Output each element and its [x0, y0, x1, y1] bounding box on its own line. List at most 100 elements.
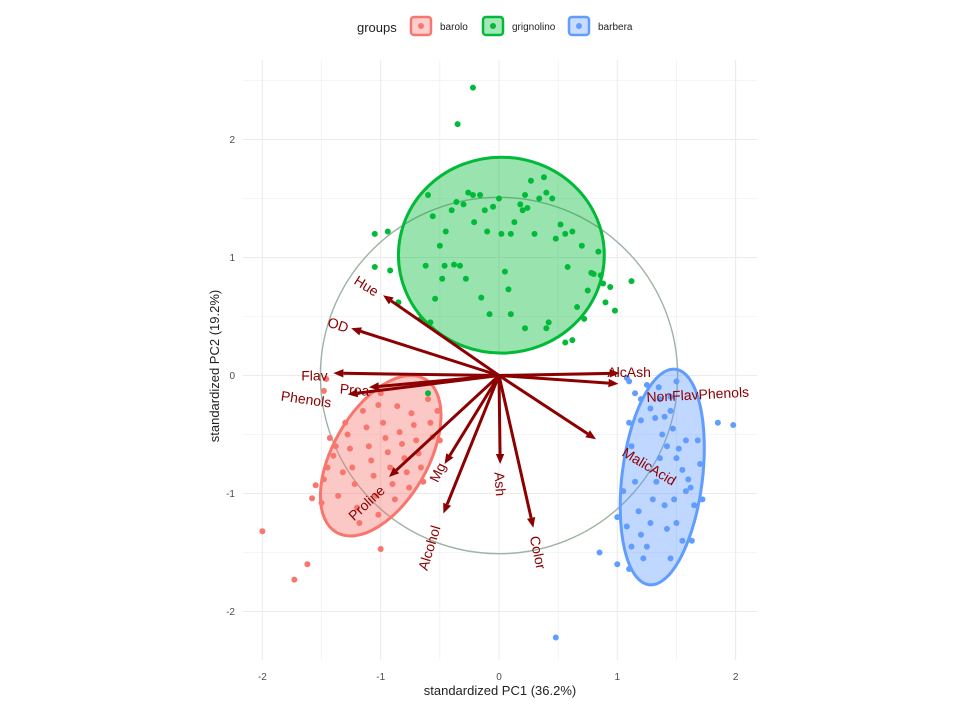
loading-label-color: Color	[527, 534, 550, 570]
point-barolo	[398, 440, 405, 447]
point-barbera	[663, 443, 670, 450]
point-barolo	[406, 484, 413, 491]
point-grignolino	[427, 319, 434, 326]
point-barbera	[661, 413, 668, 420]
loading-arrowhead-proa	[368, 382, 380, 391]
point-barbera	[682, 488, 689, 495]
point-barbera	[635, 508, 642, 515]
point-grignolino	[469, 191, 476, 198]
point-barbera	[632, 390, 639, 397]
legend-label-barolo: barolo	[440, 22, 468, 33]
point-barolo	[351, 481, 358, 488]
point-barbera	[694, 437, 701, 444]
loading-label-od: OD	[326, 314, 351, 336]
y-tick-label: -2	[226, 607, 235, 618]
point-grignolino	[552, 235, 559, 242]
point-grignolino	[522, 191, 529, 198]
point-barolo	[377, 545, 384, 552]
loading-label-flav: Flav	[301, 368, 327, 384]
point-grignolino	[469, 84, 476, 91]
point-barbera	[628, 443, 635, 450]
point-barolo	[339, 469, 346, 476]
point-barolo	[380, 419, 387, 426]
x-tick-label: 1	[615, 672, 621, 683]
point-grignolino	[517, 201, 524, 208]
point-barolo	[372, 492, 379, 499]
point-barolo	[375, 402, 382, 408]
loading-arrow-alcash	[498, 371, 610, 377]
point-grignolino	[595, 248, 602, 255]
point-barolo	[408, 410, 415, 417]
legend-key-dot-barolo	[418, 23, 424, 29]
point-barolo	[389, 481, 396, 488]
point-barbera	[596, 549, 603, 556]
point-grignolino	[496, 195, 502, 202]
point-barbera	[647, 520, 654, 526]
point-grignolino	[597, 272, 604, 279]
point-barolo	[420, 478, 427, 485]
point-barolo	[335, 492, 342, 499]
point-grignolino	[574, 304, 581, 311]
point-barbera	[656, 396, 663, 403]
point-barbera	[656, 455, 663, 462]
legend-title: groups	[357, 20, 397, 35]
point-grignolino	[498, 230, 505, 237]
point-grignolino	[484, 228, 491, 235]
loading-arrow-proa	[378, 374, 500, 388]
point-barbera	[697, 461, 704, 467]
point-layer	[259, 84, 737, 641]
point-barolo	[354, 504, 361, 511]
point-grignolino	[507, 230, 514, 237]
point-grignolino	[490, 203, 497, 210]
point-barolo	[323, 376, 330, 383]
point-barbera	[614, 514, 621, 521]
point-barbera	[643, 381, 650, 388]
point-barolo	[344, 431, 351, 438]
point-grignolino	[384, 228, 391, 235]
point-barbera	[652, 414, 659, 421]
point-barolo	[396, 429, 403, 436]
point-barolo	[359, 407, 366, 414]
point-grignolino	[425, 191, 432, 198]
point-barbera	[647, 405, 654, 412]
point-barbera	[552, 634, 559, 641]
point-grignolino	[471, 219, 478, 226]
loading-arrowhead-ash	[495, 453, 505, 464]
point-barolo	[365, 443, 372, 450]
point-barbera	[673, 455, 680, 462]
loading-arrowhead-hue	[383, 295, 394, 305]
y-tick-label: 0	[229, 371, 235, 382]
point-barbera	[661, 502, 668, 509]
point-barbera	[669, 425, 676, 432]
point-barolo	[394, 403, 401, 410]
loading-arrow-nonflavphenols	[498, 374, 609, 385]
point-grignolino	[590, 271, 597, 278]
point-barbera	[679, 537, 686, 544]
point-grignolino	[531, 230, 538, 237]
y-tick-label: 1	[229, 253, 235, 264]
loading-arrowhead-mg	[444, 453, 454, 464]
point-barolo	[403, 469, 410, 476]
point-barbera	[663, 525, 670, 532]
loading-arrow-ash	[497, 375, 502, 455]
point-barbera	[687, 484, 694, 491]
point-barbera	[667, 407, 674, 414]
point-barbera	[673, 378, 680, 385]
point-barbera	[714, 419, 721, 426]
point-grignolino	[569, 337, 576, 344]
point-barolo	[427, 419, 434, 426]
point-barolo	[312, 482, 319, 489]
point-barbera	[667, 393, 674, 400]
grid-minor	[243, 60, 757, 660]
point-grignolino	[486, 311, 493, 318]
point-grignolino	[543, 189, 550, 196]
loading-arrowhead-od	[351, 327, 362, 336]
point-grignolino	[611, 307, 618, 314]
point-barolo	[324, 464, 331, 471]
point-grignolino	[507, 311, 514, 318]
point-barbera	[637, 396, 644, 403]
point-barolo	[387, 464, 394, 471]
point-grignolino	[562, 230, 569, 237]
point-grignolino	[387, 267, 394, 274]
point-barbera	[653, 478, 660, 485]
